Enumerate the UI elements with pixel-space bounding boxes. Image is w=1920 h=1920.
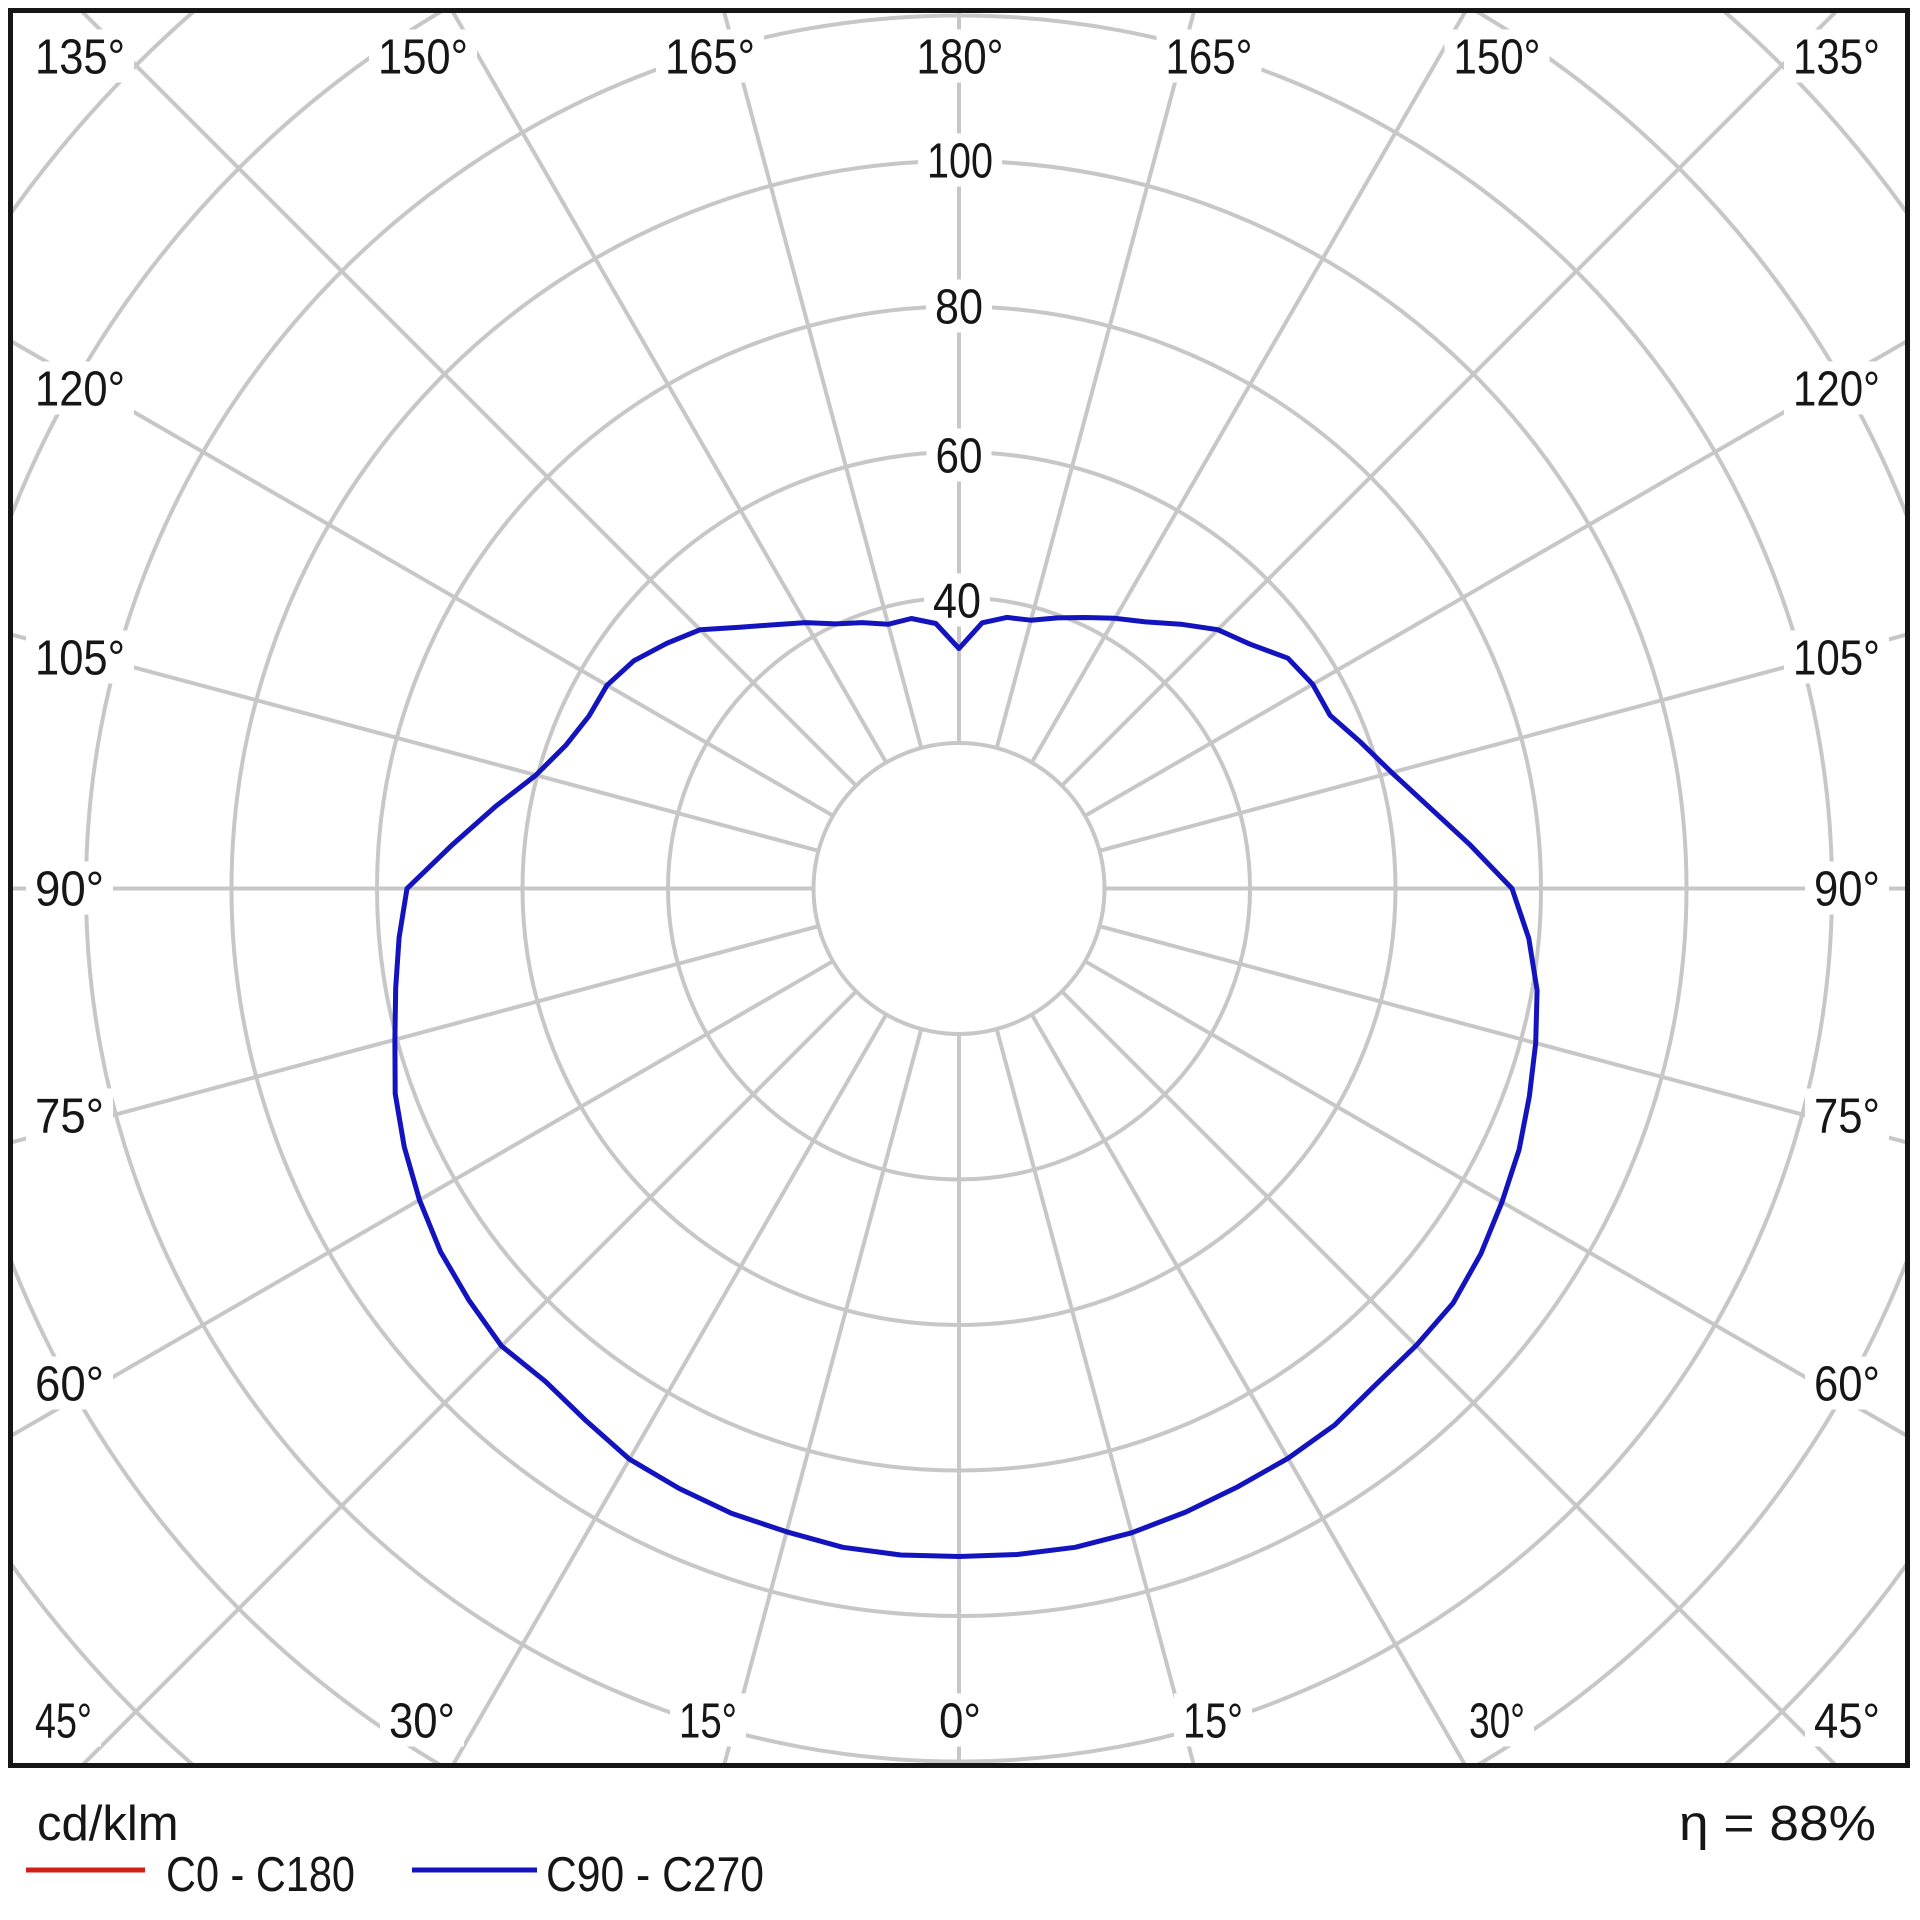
- svg-text:105°: 105°: [35, 632, 125, 686]
- svg-text:150°: 150°: [1454, 31, 1541, 85]
- svg-text:60°: 60°: [35, 1358, 104, 1412]
- svg-text:80: 80: [935, 281, 983, 335]
- svg-text:135°: 135°: [1793, 31, 1880, 85]
- svg-text:C90 - C270: C90 - C270: [546, 1848, 764, 1902]
- svg-text:165°: 165°: [665, 31, 755, 85]
- svg-text:90°: 90°: [1814, 863, 1880, 917]
- svg-text:40: 40: [933, 575, 981, 629]
- svg-text:120°: 120°: [35, 363, 125, 417]
- svg-text:75°: 75°: [1814, 1090, 1880, 1144]
- svg-text:0°: 0°: [939, 1695, 981, 1749]
- svg-text:15°: 15°: [679, 1695, 737, 1749]
- svg-text:30°: 30°: [389, 1695, 455, 1749]
- svg-text:15°: 15°: [1183, 1695, 1243, 1749]
- svg-text:cd/klm: cd/klm: [37, 1797, 179, 1851]
- svg-text:90°: 90°: [35, 863, 104, 917]
- svg-text:120°: 120°: [1793, 363, 1880, 417]
- svg-text:30°: 30°: [1469, 1695, 1525, 1749]
- svg-text:135°: 135°: [35, 31, 125, 85]
- svg-text:η = 88%: η = 88%: [1679, 1797, 1876, 1851]
- svg-text:150°: 150°: [378, 31, 468, 85]
- svg-text:165°: 165°: [1166, 31, 1253, 85]
- svg-text:60: 60: [936, 430, 983, 484]
- svg-text:C0 - C180: C0 - C180: [166, 1848, 355, 1902]
- svg-text:75°: 75°: [35, 1090, 104, 1144]
- svg-text:100: 100: [927, 135, 993, 189]
- svg-text:45°: 45°: [1814, 1695, 1880, 1749]
- svg-text:105°: 105°: [1793, 632, 1880, 686]
- svg-text:45°: 45°: [35, 1695, 92, 1749]
- svg-text:60°: 60°: [1814, 1358, 1880, 1412]
- svg-text:180°: 180°: [917, 31, 1004, 85]
